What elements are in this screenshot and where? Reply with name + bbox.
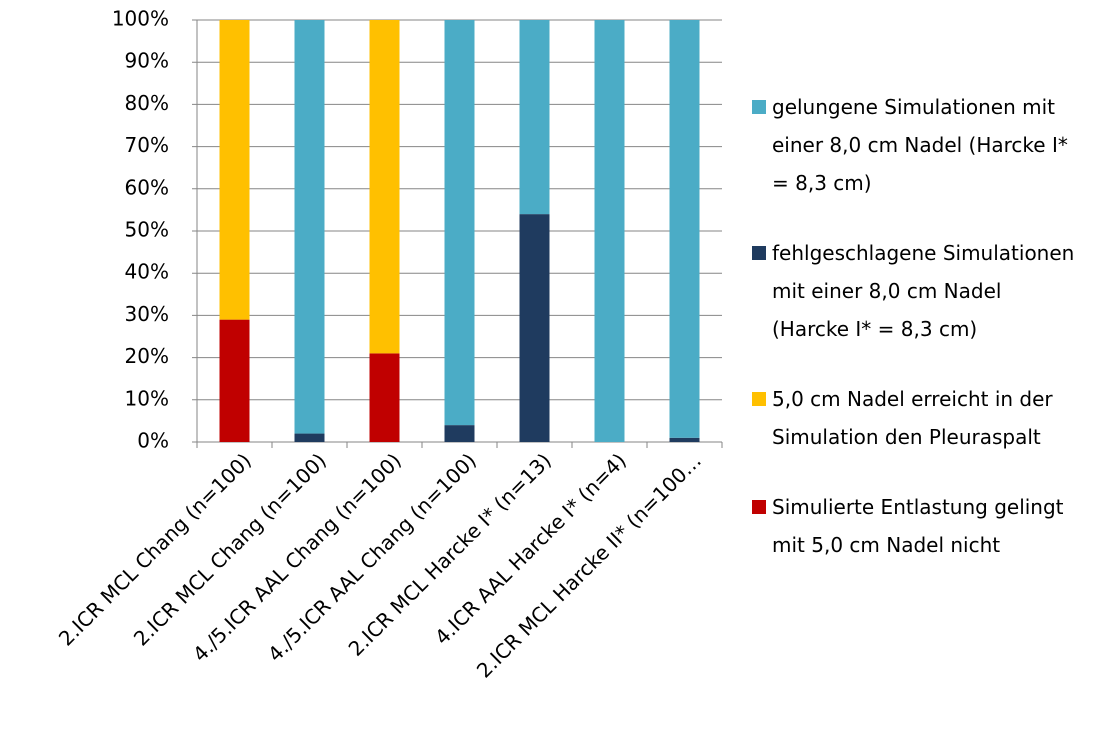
y-tick-label: 10% [125,386,169,410]
legend-item: 5,0 cm Nadel erreicht in der Simulation … [752,380,1082,456]
legend-swatch [752,246,766,260]
y-tick-label: 70% [125,133,169,157]
legend-swatch [752,392,766,406]
y-tick-label: 90% [125,49,169,73]
legend-label: Simulierte Entlastung gelingt mit 5,0 cm… [772,495,1064,557]
bar-segment [669,20,700,438]
bar-segment [369,353,400,442]
bar-segment [519,20,550,215]
legend-label: fehlgeschlagene Simulationen mit einer 8… [772,241,1075,341]
bar-segment [294,433,325,442]
y-tick-label: 40% [125,260,169,284]
chart: 0%10%20%30%40%50%60%70%80%90%100%2.ICR M… [54,7,723,683]
bar-segment [519,214,550,442]
bar-segment [219,20,250,320]
bar-segment [669,437,700,442]
legend-item: fehlgeschlagene Simulationen mit einer 8… [752,234,1082,348]
legend-label: 5,0 cm Nadel erreicht in der Simulation … [772,387,1053,449]
legend: gelungene Simulationen mit einer 8,0 cm … [752,88,1082,596]
bar-segment [444,20,475,426]
legend-swatch [752,500,766,514]
y-tick-label: 20% [125,344,169,368]
bar-segment [294,20,325,434]
legend-swatch [752,100,766,114]
y-tick-label: 60% [125,175,169,199]
bar-segment [594,20,625,442]
legend-item: Simulierte Entlastung gelingt mit 5,0 cm… [752,488,1082,564]
bar-segment [369,20,400,354]
bar-segment [444,425,475,442]
y-tick-label: 0% [137,429,169,453]
y-tick-label: 80% [125,91,169,115]
y-tick-label: 30% [125,302,169,326]
legend-label: gelungene Simulationen mit einer 8,0 cm … [772,95,1068,195]
y-tick-label: 50% [125,218,169,242]
y-tick-label: 100% [112,7,169,31]
legend-item: gelungene Simulationen mit einer 8,0 cm … [752,88,1082,202]
bar-segment [219,319,250,442]
